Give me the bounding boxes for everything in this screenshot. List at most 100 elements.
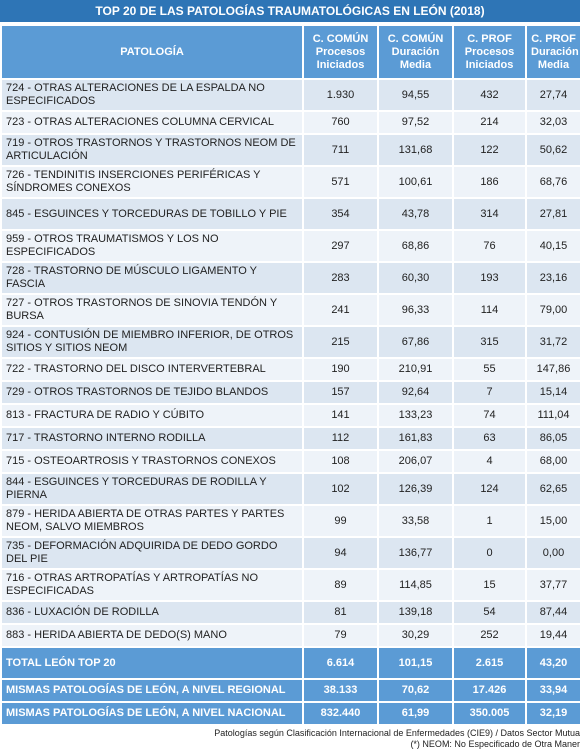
value-cell: 68,76 (525, 165, 580, 199)
value-cell: 37,77 (525, 568, 580, 602)
data-row: 727 - OTROS TRASTORNOS DE SINOVIA TENDÓN… (0, 293, 580, 327)
value-cell: 87,44 (525, 600, 580, 625)
value-cell: 60,30 (377, 261, 454, 295)
data-row: 883 - HERIDA ABIERTA DE DEDO(S) MANO 79 30… (0, 623, 580, 648)
value-cell: 62,65 (525, 472, 580, 506)
value-cell: 136,77 (377, 536, 454, 570)
value-cell: 94,55 (377, 78, 454, 112)
data-row: 716 - OTRAS ARTROPATÍAS Y ARTROPATÍAS NO… (0, 568, 580, 602)
header-row: PATOLOGÍA C. COMÚN Procesos Iniciados C. COM… (0, 24, 580, 80)
value-cell: 15 (452, 568, 527, 602)
pathology-cell: 883 - HERIDA ABIERTA DE DEDO(S) MANO (0, 623, 304, 648)
data-row: 813 - FRACTURA DE RADIO Y CÚBITO 141 133,2… (0, 403, 580, 428)
value-cell: 96,33 (377, 293, 454, 327)
pathology-cell: 716 - OTRAS ARTROPATÍAS Y ARTROPATÍAS NO… (0, 568, 304, 602)
pathology-cell: 723 - OTRAS ALTERACIONES COLUMNA CERVICA… (0, 110, 304, 135)
header-text: C. PROF (467, 32, 512, 45)
value-cell: 112 (302, 426, 379, 451)
data-row: 717 - TRASTORNO INTERNO RODILLA 112 161,83… (0, 426, 580, 451)
header-text: C. COMÚN (387, 32, 444, 45)
header-text: C. PROF (531, 32, 576, 45)
value-cell: 108 (302, 449, 379, 474)
value-cell: 99 (302, 504, 379, 538)
value-cell: 711 (302, 133, 379, 167)
data-row: 959 - OTROS TRAUMATISMOS Y LOS NO ESPECI… (0, 229, 580, 263)
pathology-cell: 727 - OTROS TRASTORNOS DE SINOVIA TENDÓN… (0, 293, 304, 327)
pathology-cell: 715 - OSTEOARTROSIS Y TRASTORNOS CONEXOS (0, 449, 304, 474)
value-cell: 760 (302, 110, 379, 135)
value-cell: 68,86 (377, 229, 454, 263)
value-cell: 79 (302, 623, 379, 648)
value-cell: 23,16 (525, 261, 580, 295)
data-row: 724 - OTRAS ALTERACIONES DE LA ESPALDA N… (0, 78, 580, 112)
value-cell: 30,29 (377, 623, 454, 648)
header-text: PATOLOGÍA (120, 45, 184, 58)
value-cell: 147,86 (525, 357, 580, 382)
value-cell: 0,00 (525, 536, 580, 570)
pathology-cell: 813 - FRACTURA DE RADIO Y CÚBITO (0, 403, 304, 428)
value-cell: 43,78 (377, 197, 454, 231)
value-cell: 1.930 (302, 78, 379, 112)
total-value: 38.133 (302, 678, 379, 703)
value-cell: 86,05 (525, 426, 580, 451)
footnote: (*) NEOM: No Especificado de Otra Maner (410, 739, 580, 749)
value-cell: 1 (452, 504, 527, 538)
value-cell: 571 (302, 165, 379, 199)
value-cell: 139,18 (377, 600, 454, 625)
header-text: Duración (391, 45, 440, 58)
data-row: 845 - ESGUINCES Y TORCEDURAS DE TOBILLO … (0, 197, 580, 231)
value-cell: 92,64 (377, 380, 454, 405)
value-cell: 81 (302, 600, 379, 625)
value-cell: 67,86 (377, 325, 454, 359)
header-text: Procesos (464, 45, 515, 58)
value-cell: 15,14 (525, 380, 580, 405)
pathology-cell: 724 - OTRAS ALTERACIONES DE LA ESPALDA N… (0, 78, 304, 112)
value-cell: 252 (452, 623, 527, 648)
data-row: 723 - OTRAS ALTERACIONES COLUMNA CERVICA… (0, 110, 580, 135)
value-cell: 432 (452, 78, 527, 112)
value-cell: 0 (452, 536, 527, 570)
data-row: 729 - OTROS TRASTORNOS DE TEJIDO BLANDOS… (0, 380, 580, 405)
footnotes: Patologías según Clasificación Internaci… (0, 726, 580, 750)
total-value: 61,99 (377, 701, 454, 726)
value-cell: 89 (302, 568, 379, 602)
total-value: 832.440 (302, 701, 379, 726)
value-cell: 114 (452, 293, 527, 327)
table: PATOLOGÍA C. COMÚN Procesos Iniciados C. COM… (0, 24, 580, 726)
value-cell: 157 (302, 380, 379, 405)
value-cell: 283 (302, 261, 379, 295)
total-value: 43,20 (525, 646, 580, 680)
value-cell: 27,74 (525, 78, 580, 112)
data-row: 728 - TRASTORNO DE MÚSCULO LIGAMENTO Y F… (0, 261, 580, 295)
value-cell: 193 (452, 261, 527, 295)
total-label: MISMAS PATOLOGÍAS DE LEÓN, A NIVEL NACIO… (0, 701, 304, 726)
pathology-cell: 722 - TRASTORNO DEL DISCO INTERVERTEBRAL (0, 357, 304, 382)
footnote: Patologías según Clasificación Internaci… (214, 728, 580, 738)
data-row: 836 - LUXACIÓN DE RODILLA 81 139,18 54 87,44 (0, 600, 580, 625)
total-value: 2.615 (452, 646, 527, 680)
value-cell: 102 (302, 472, 379, 506)
total-value: 17.426 (452, 678, 527, 703)
value-cell: 241 (302, 293, 379, 327)
pathology-cell: 845 - ESGUINCES Y TORCEDURAS DE TOBILLO … (0, 197, 304, 231)
pathology-cell: 844 - ESGUINCES Y TORCEDURAS DE RODILLA … (0, 472, 304, 506)
pathology-cell: 726 - TENDINITIS INSERCIONES PERIFÉRICAS… (0, 165, 304, 199)
value-cell: 7 (452, 380, 527, 405)
total-row: TOTAL LEÓN TOP 20 6.614 101,15 2.615 43,20 (0, 646, 580, 680)
value-cell: 19,44 (525, 623, 580, 648)
value-cell: 68,00 (525, 449, 580, 474)
total-value: 350.005 (452, 701, 527, 726)
header-text: Media (399, 58, 432, 71)
header-text: Procesos (315, 45, 366, 58)
total-label: TOTAL LEÓN TOP 20 (0, 646, 304, 680)
value-cell: 186 (452, 165, 527, 199)
value-cell: 190 (302, 357, 379, 382)
pathology-cell: 735 - DEFORMACIÓN ADQUIRIDA DE DEDO GORD… (0, 536, 304, 570)
total-value: 33,94 (525, 678, 580, 703)
value-cell: 32,03 (525, 110, 580, 135)
data-row: 726 - TENDINITIS INSERCIONES PERIFÉRICAS… (0, 165, 580, 199)
header-text: Duración (531, 45, 579, 58)
value-cell: 74 (452, 403, 527, 428)
header-cell: PATOLOGÍA (0, 24, 304, 80)
value-cell: 354 (302, 197, 379, 231)
